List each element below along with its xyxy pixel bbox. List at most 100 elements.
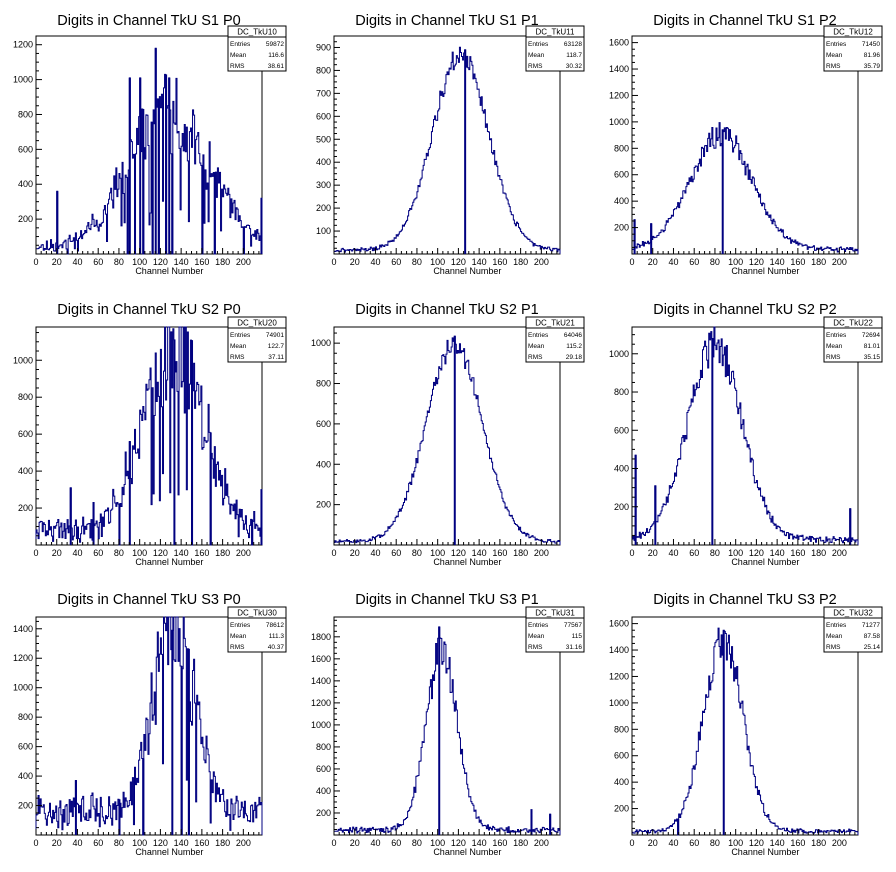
x-tick-label: 160 [194,548,209,558]
x-tick-label: 20 [52,257,62,267]
y-tick-label: 1200 [609,671,629,681]
x-tick-label: 160 [492,838,507,848]
x-tick-label: 80 [114,548,124,558]
y-tick-label: 1600 [311,654,331,664]
y-tick-label: 600 [316,111,331,121]
x-tick-label: 20 [350,257,360,267]
histogram-line [35,616,263,836]
x-tick-label: 120 [749,838,764,848]
stats-label-rms: RMS [230,354,245,361]
stats-box: DC_TkU11 Entries 63128 Mean 118.7 RMS 30.32 [525,25,585,72]
x-tick-label: 0 [629,548,634,558]
stats-box: DC_TkU22 Entries 72694 Mean 81.01 RMS 35.15 [823,316,883,363]
x-tick-label: 60 [93,257,103,267]
x-tick-label: 20 [350,548,360,558]
x-tick-label: 180 [513,548,528,558]
x-axis-label: Channel Number [731,266,799,276]
stats-label-rms: RMS [528,644,543,651]
plot-frame [35,326,263,546]
stats-box-frame [227,316,287,363]
x-tick-label: 200 [832,838,847,848]
stats-histogram-name: DC_TkU22 [833,319,873,328]
plot-frame [333,326,561,546]
y-tick-label: 600 [18,742,33,752]
histogram-line [333,46,561,254]
x-tick-label: 180 [215,838,230,848]
x-tick-label: 180 [811,257,826,267]
stats-label-entries: Entries [826,622,847,629]
x-tick-label: 100 [728,548,743,558]
x-tick-label: 160 [790,257,805,267]
histogram-line [333,335,561,545]
stats-label-entries: Entries [528,332,549,339]
y-tick-label: 400 [316,786,331,796]
y-tick-label: 600 [316,764,331,774]
stats-box-frame [227,25,287,72]
y-tick-label: 600 [316,419,331,429]
panel-title: Digits in Channel TkU S2 P1 [355,302,539,318]
stats-label-entries: Entries [528,622,549,629]
x-tick-label: 0 [33,548,38,558]
stats-label-entries: Entries [826,41,847,48]
histogram-panel-4: Digits in Channel TkU S2 P0 0 20 40 60 80 100 1… [13,302,287,567]
y-tick-label: 800 [614,387,629,397]
stats-box-frame [525,25,585,72]
stats-box: DC_TkU30 Entries 78612 Mean 111.3 RMS 40.37 [227,606,287,653]
y-tick-label: 800 [614,143,629,153]
stats-value-mean: 116.6 [268,52,284,59]
stats-label-rms: RMS [230,644,245,651]
x-tick-label: 80 [710,838,720,848]
histogram-panel-1: Digits in Channel TkU S1 P0 0 20 40 60 80 100 1… [13,13,287,276]
stats-label-rms: RMS [826,63,841,70]
x-axis-label: Channel Number [433,266,501,276]
stats-histogram-name: DC_TkU31 [535,609,575,618]
x-tick-label: 40 [72,548,82,558]
panel-title: Digits in Channel TkU S3 P2 [653,592,837,608]
y-tick-label: 1600 [609,619,629,629]
x-tick-label: 100 [728,257,743,267]
x-tick-label: 100 [132,838,147,848]
x-tick-label: 140 [472,257,487,267]
y-tick-label: 1000 [311,338,331,348]
x-tick-label: 180 [513,257,528,267]
y-tick-label: 1400 [311,676,331,686]
stats-histogram-name: DC_TkU20 [237,319,277,328]
x-tick-label: 40 [668,257,678,267]
histogram-line [35,47,263,255]
x-tick-label: 100 [728,838,743,848]
x-tick-label: 0 [331,257,336,267]
y-tick-label: 600 [614,425,629,435]
x-tick-label: 140 [174,257,189,267]
y-tick-label: 800 [316,65,331,75]
y-tick-label: 600 [18,144,33,154]
y-tick-label: 700 [316,88,331,98]
x-tick-label: 0 [629,257,634,267]
x-tick-label: 200 [832,257,847,267]
y-tick-label: 1000 [609,698,629,708]
stats-label-mean: Mean [528,633,545,640]
histogram-panel-9: Digits in Channel TkU S3 P2 0 20 40 60 80 100 1… [609,592,883,857]
x-tick-label: 120 [749,548,764,558]
stats-histogram-name: DC_TkU12 [833,28,873,37]
y-tick-label: 200 [614,502,629,512]
y-tick-label: 900 [316,42,331,52]
y-tick-label: 1000 [13,75,33,85]
x-tick-label: 180 [811,838,826,848]
stats-value-rms: 25.14 [864,644,881,651]
x-tick-label: 40 [668,548,678,558]
y-tick-label: 1000 [311,720,331,730]
x-tick-label: 120 [153,257,168,267]
x-tick-label: 140 [174,838,189,848]
x-tick-label: 20 [648,548,658,558]
x-tick-label: 160 [492,257,507,267]
stats-value-mean: 81.01 [864,343,881,350]
stats-label-entries: Entries [230,622,251,629]
stats-label-mean: Mean [826,633,843,640]
x-tick-label: 120 [153,838,168,848]
x-tick-label: 200 [832,548,847,558]
panel-title: Digits in Channel TkU S3 P0 [57,592,241,608]
x-axis-label: Channel Number [135,847,203,857]
y-tick-label: 400 [316,459,331,469]
x-tick-label: 0 [33,838,38,848]
x-tick-label: 140 [770,257,785,267]
